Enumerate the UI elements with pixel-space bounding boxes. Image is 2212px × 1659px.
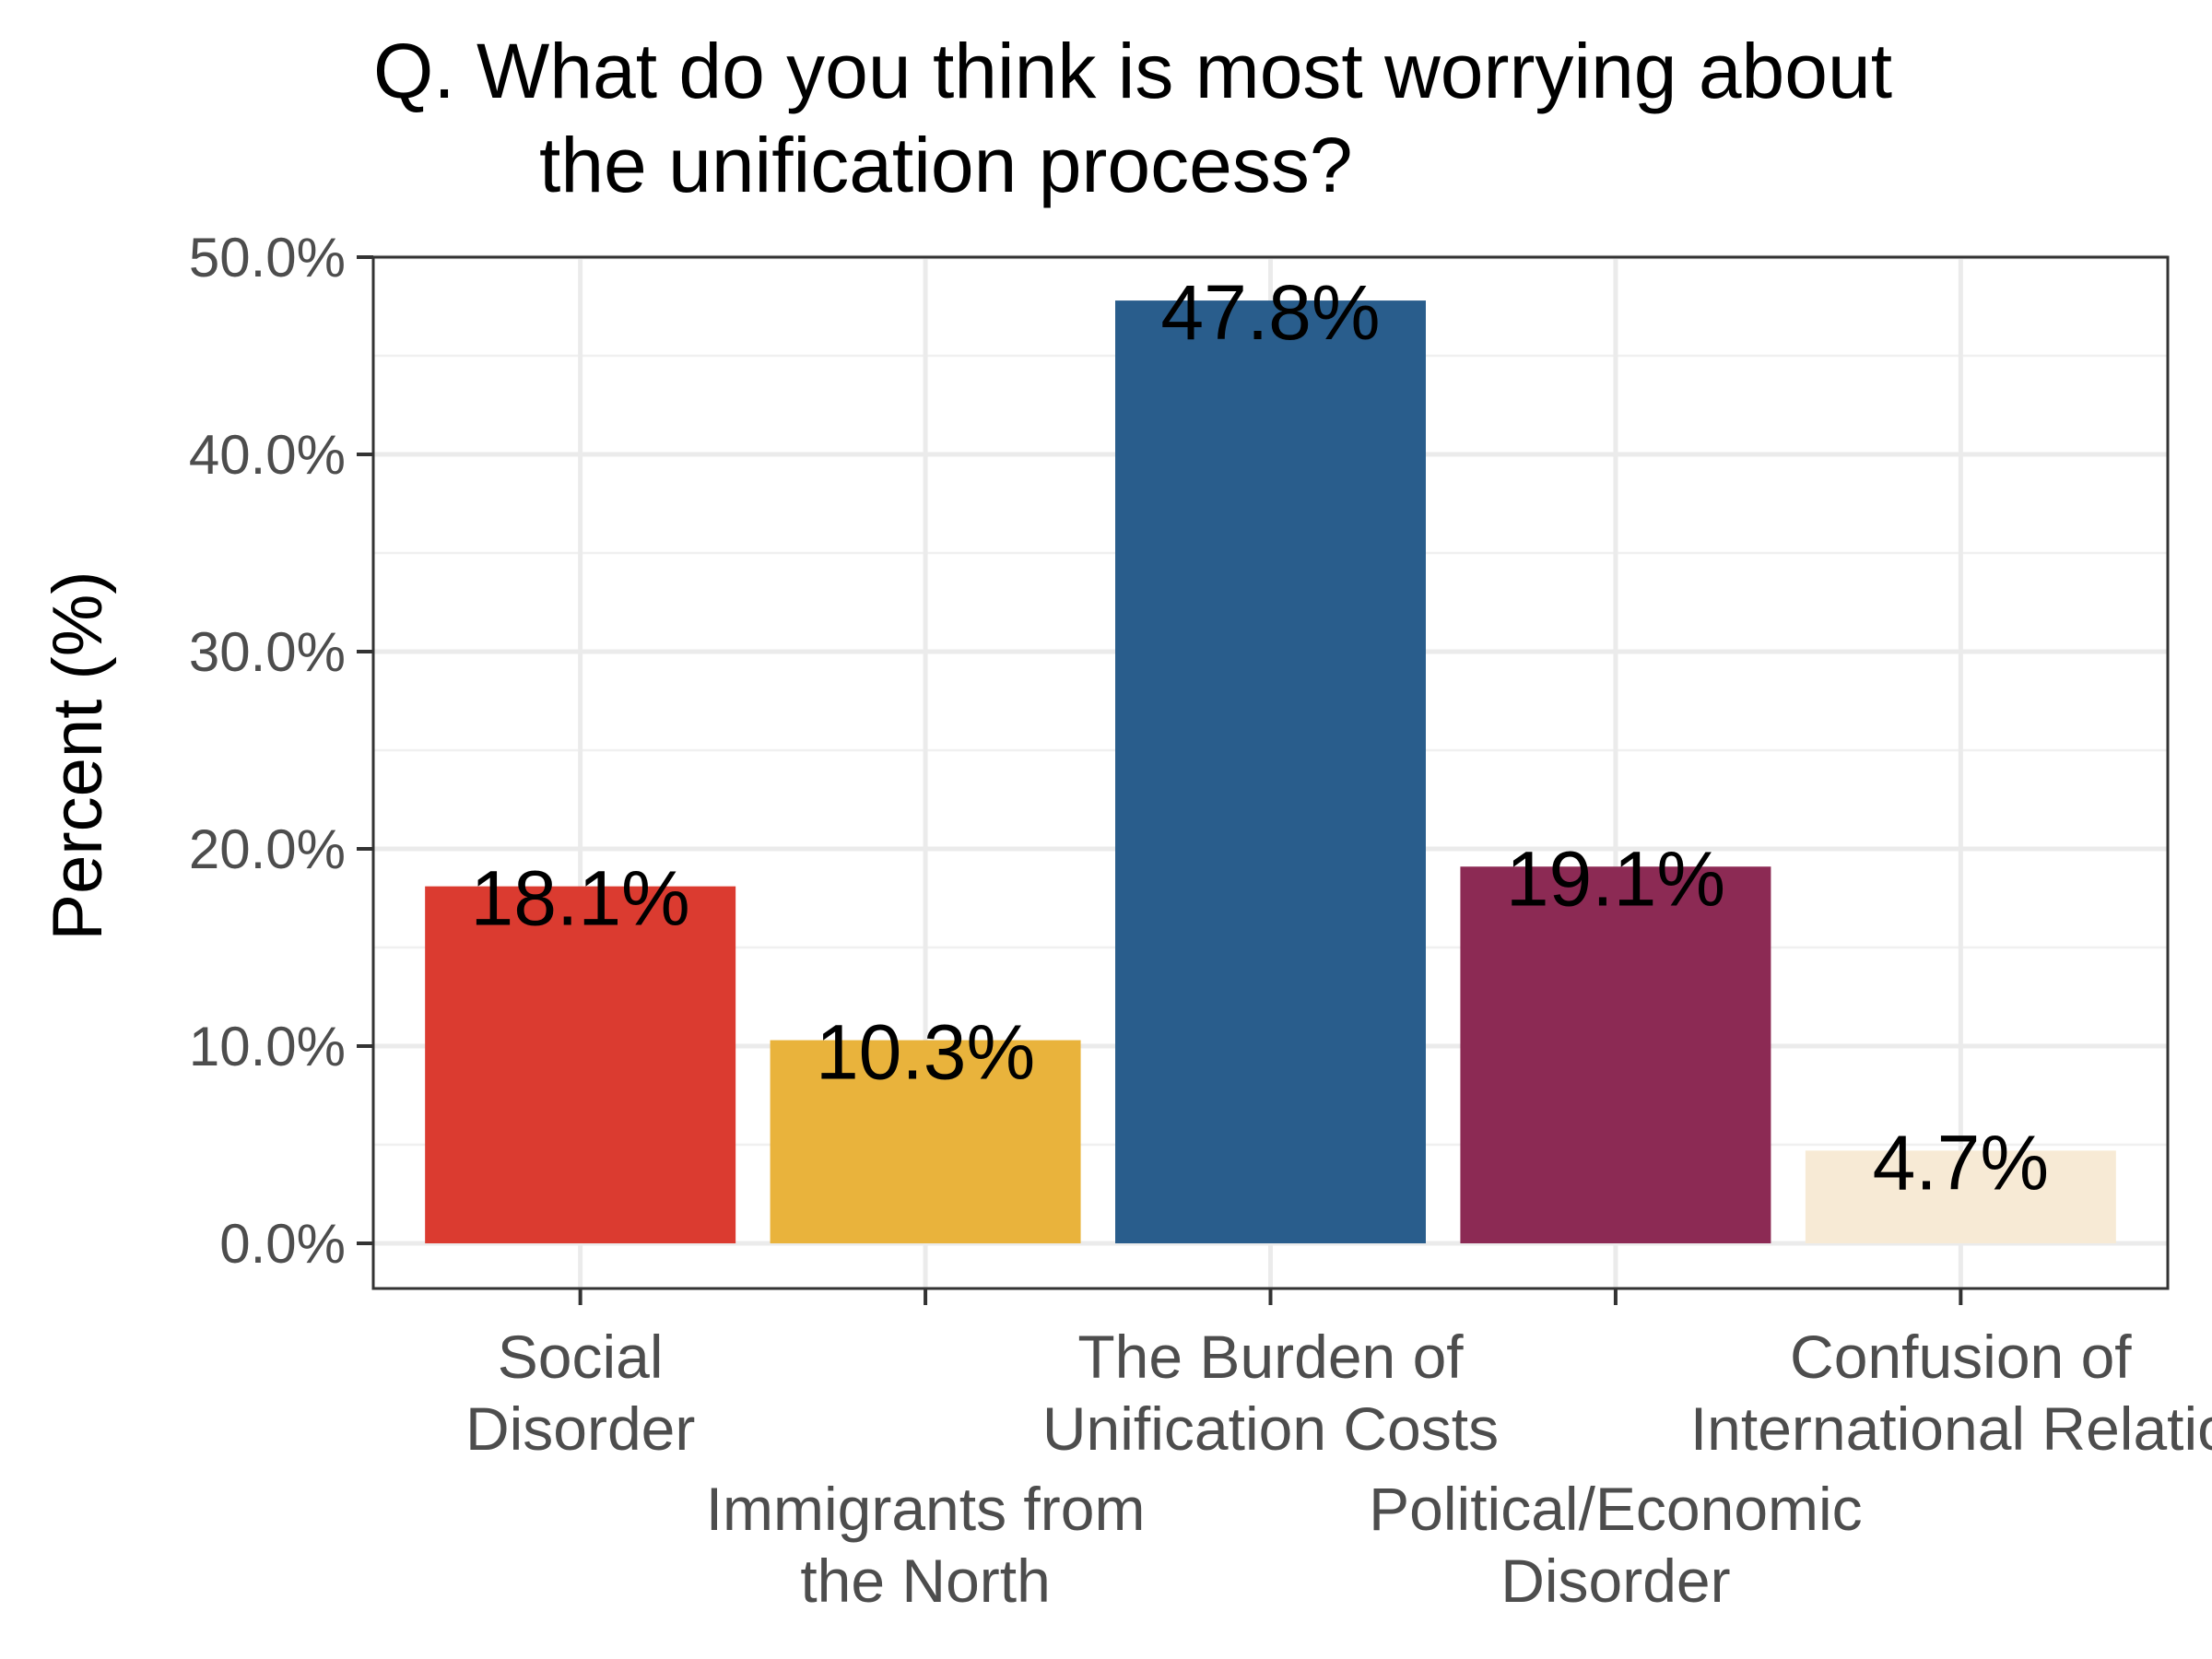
y-tick-label: 20.0%: [189, 818, 346, 880]
y-axis-ticks: 0.0% 10.0% 20.0% 30.0% 40.0% 50.0%: [189, 227, 373, 1275]
y-tick-label: 10.0%: [189, 1016, 346, 1077]
bar-5: [1805, 1150, 2116, 1243]
bar-3: [1115, 300, 1426, 1244]
chart-title-line-1: Q. What do you think is most worrying ab…: [373, 28, 1892, 114]
bar-value-labels: 18.1% 10.3% 47.8% 19.1% 4.7%: [471, 269, 2050, 1206]
y-axis-label: Percent (%): [39, 571, 117, 940]
bar-4: [1460, 866, 1771, 1243]
x-tick-label: the North: [800, 1547, 1050, 1615]
y-tick-label: 40.0%: [189, 424, 346, 486]
bar-2: [770, 1040, 1081, 1243]
x-tick-label: Social: [498, 1323, 664, 1391]
x-tick-label: Disorder: [465, 1394, 695, 1463]
y-tick-label: 50.0%: [189, 227, 346, 288]
x-tick-label: Confusion of: [1790, 1323, 2132, 1391]
x-tick-label: The Burden of: [1077, 1323, 1464, 1391]
x-tick-label: Disorder: [1500, 1547, 1730, 1615]
y-tick-label: 30.0%: [189, 621, 346, 683]
chart-title-line-2: the unification process?: [539, 122, 1353, 208]
bar-value-label: 19.1%: [1506, 835, 1725, 922]
bar-value-label: 10.3%: [816, 1009, 1035, 1096]
bar-value-label: 47.8%: [1160, 269, 1380, 356]
bar-value-label: 4.7%: [1873, 1119, 2049, 1206]
x-tick-label: Immigrants from: [706, 1475, 1146, 1543]
y-tick-label: 0.0%: [219, 1213, 346, 1275]
bars: [425, 300, 2116, 1244]
x-tick-label: International Relatio: [1690, 1394, 2212, 1463]
x-tick-label: Political/Economic: [1369, 1475, 1863, 1543]
bar-1: [425, 886, 736, 1243]
bar-value-label: 18.1%: [471, 855, 690, 942]
x-tick-label: Unification Costs: [1042, 1394, 1499, 1463]
